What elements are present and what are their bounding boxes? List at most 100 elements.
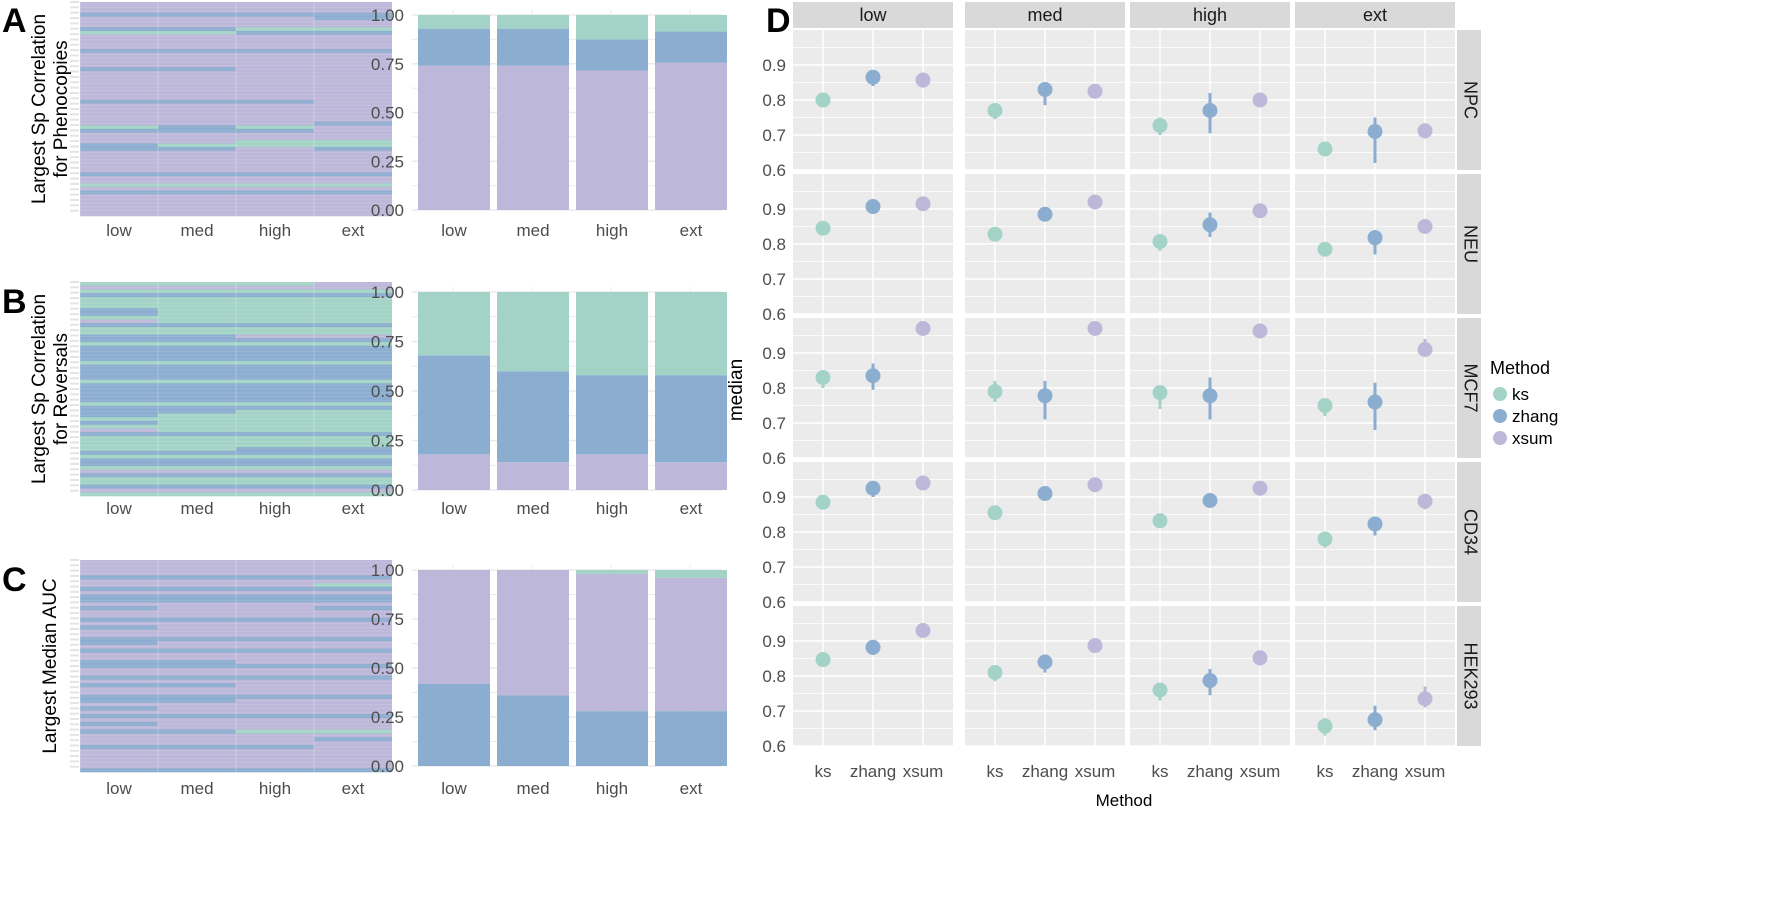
y-tick-label: 0.6: [762, 593, 786, 612]
heatmap-cell: [80, 379, 158, 384]
heatmap-cell: [314, 338, 392, 343]
heatmap-cell: [236, 121, 314, 126]
heatmap-cell: [158, 103, 236, 108]
facet-strip-row: [1457, 30, 1481, 170]
facet-strip-label: high: [1193, 5, 1227, 25]
heatmap-cell: [80, 633, 158, 638]
heatmap-cell: [236, 617, 314, 622]
heatmap-C: low med high ext: [70, 559, 392, 798]
heatmap-cell: [236, 103, 314, 108]
heatmap-cell: [314, 687, 392, 692]
heatmap-cell: [80, 118, 158, 122]
heatmap-cell: [236, 330, 314, 335]
heatmap-cell: [314, 590, 392, 595]
bar-segment-ks: [655, 570, 727, 578]
heatmap-cell: [158, 197, 236, 202]
heatmap-cell: [158, 96, 236, 101]
heatmap-cell: [80, 300, 158, 305]
heatmap-cell: [158, 342, 236, 347]
heatmap-cell: [80, 183, 158, 188]
heatmap-cell: [314, 319, 392, 324]
heatmap-cell: [236, 92, 314, 97]
heatmap-cell: [314, 417, 392, 422]
point-ks: [815, 652, 831, 668]
heatmap-cell: [236, 656, 314, 661]
heatmap-cell: [80, 338, 158, 343]
heatmap-cell: [80, 161, 158, 166]
heatmap-cell: [158, 364, 236, 369]
heatmap-B: low med high ext: [70, 281, 392, 518]
heatmap-cell: [158, 338, 236, 343]
heatmap-x-tick-label: high: [259, 779, 291, 798]
heatmap-cell: [158, 687, 236, 692]
heatmap-cell: [80, 304, 158, 309]
heatmap-cell: [158, 201, 236, 206]
heatmap-cell: [158, 606, 236, 611]
heatmap-cell: [236, 186, 314, 191]
heatmap-cell: [158, 586, 236, 592]
heatmap-cell: [236, 424, 314, 429]
heatmap-cell: [80, 154, 158, 159]
heatmap-cell: [158, 492, 236, 497]
bar-y-tick-label: 0.75: [371, 55, 404, 74]
bar-y-tick-label: 0.50: [371, 382, 404, 401]
point-xsum: [1417, 691, 1433, 707]
heatmap-cell: [158, 165, 236, 170]
heatmap-cell: [236, 38, 314, 43]
heatmap-cell: [314, 194, 392, 199]
heatmap-cell: [314, 480, 392, 486]
heatmap-cell: [80, 424, 158, 429]
heatmap-cell: [236, 450, 314, 456]
heatmap-cell: [236, 5, 314, 10]
heatmap-cell: [80, 390, 158, 395]
heatmap-cell: [80, 428, 158, 433]
bar-x-tick-label: med: [516, 499, 549, 518]
facet-strip-row: [1457, 174, 1481, 314]
heatmap-cell: [314, 357, 392, 362]
bar-y-tick-label: 0.00: [371, 201, 404, 220]
heatmap-cell: [236, 297, 314, 302]
heatmap-cell: [236, 52, 314, 57]
heatmap-cell: [314, 462, 392, 467]
point-xsum: [1252, 323, 1268, 339]
heatmap-cell: [158, 679, 236, 684]
heatmap-cell: [158, 402, 236, 407]
heatmap-cell: [158, 729, 236, 734]
heatmap-cell: [80, 648, 158, 653]
heatmap-cell: [158, 92, 236, 97]
heatmap-cell: [80, 671, 158, 676]
heatmap-cell: [236, 702, 314, 707]
heatmap-cell: [314, 300, 392, 305]
heatmap-cell: [236, 560, 314, 565]
heatmap-cell: [158, 454, 236, 459]
heatmap-cell: [314, 157, 392, 162]
heatmap-cell: [158, 89, 236, 93]
heatmap-cell: [236, 394, 314, 399]
heatmap-cell: [236, 644, 314, 649]
bar-x-tick-label: ext: [680, 779, 703, 798]
heatmap-cell: [80, 462, 158, 467]
heatmap-cell: [314, 150, 392, 155]
point-xsum: [1252, 203, 1268, 219]
heatmap-cell: [314, 103, 392, 108]
heatmap-cell: [158, 477, 236, 482]
facet-strip-label: HEK293: [1460, 642, 1480, 709]
heatmap-cell: [80, 702, 158, 707]
heatmap-cell: [236, 379, 314, 384]
heatmap-cell: [80, 114, 158, 119]
heatmap-cell: [236, 413, 314, 418]
heatmap-cell: [236, 387, 314, 392]
heatmap-cell: [80, 640, 158, 646]
heatmap-cell: [80, 383, 158, 388]
point-xsum: [915, 475, 931, 491]
heatmap-cell: [158, 172, 236, 177]
heatmap-cell: [314, 768, 392, 773]
heatmap-cell: [80, 319, 158, 324]
heatmap-cell: [80, 579, 158, 584]
heatmap-cell: [80, 289, 158, 294]
heatmap-cell: [80, 375, 158, 380]
point-zhang: [865, 639, 881, 655]
heatmap-cell: [80, 128, 158, 133]
heatmap-cell: [314, 208, 392, 213]
heatmap-cell: [80, 590, 158, 595]
